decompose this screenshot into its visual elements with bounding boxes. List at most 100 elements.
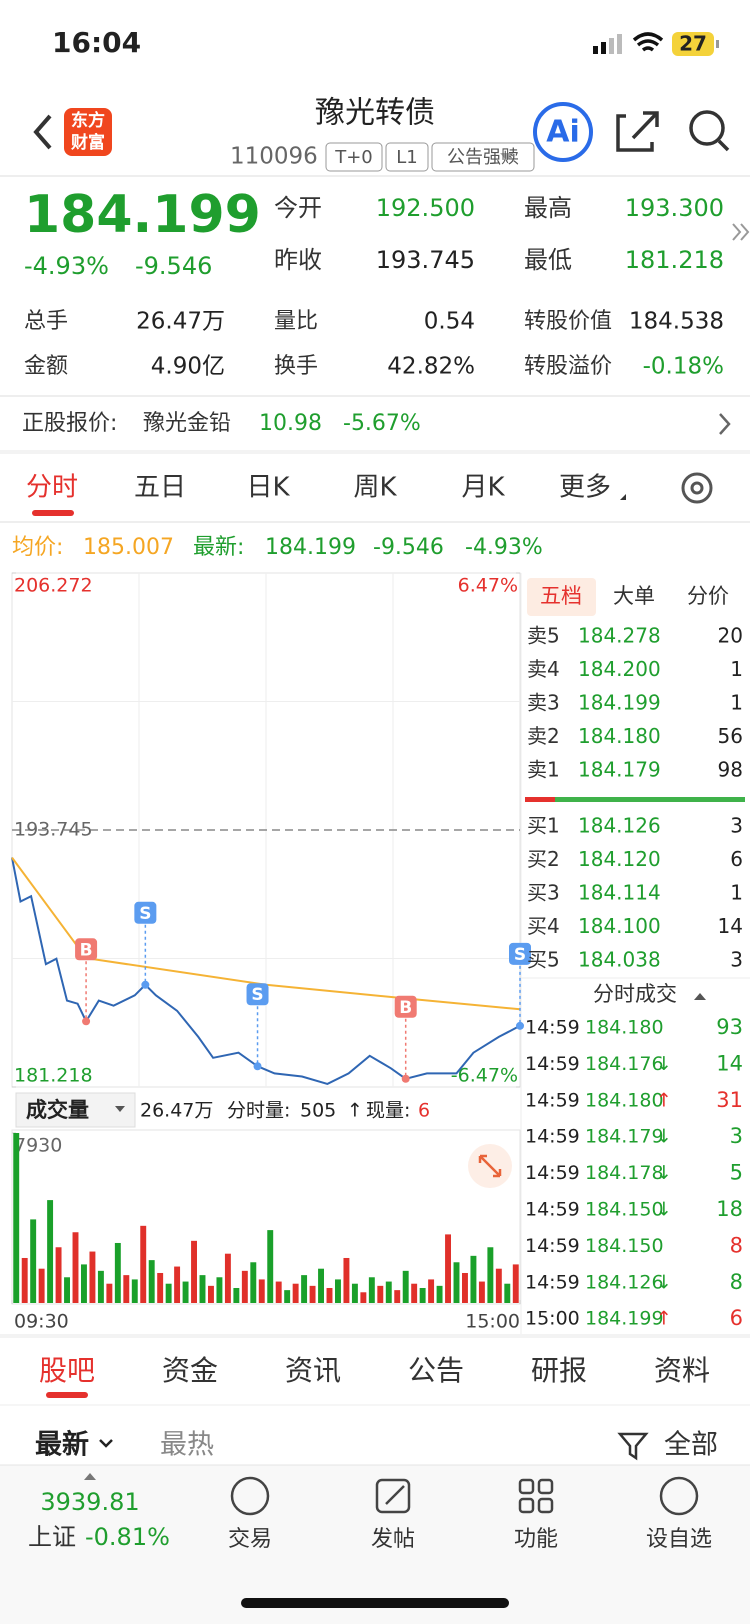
volume-bar bbox=[114, 1242, 121, 1303]
volume-bar bbox=[224, 1253, 231, 1303]
underlying-price: 10.98 bbox=[259, 411, 322, 436]
share-button[interactable] bbox=[616, 111, 659, 152]
x-tick-label: 09:30 bbox=[14, 1311, 69, 1333]
book-price: 184.278 bbox=[578, 624, 661, 648]
chart-tab[interactable]: 更多 bbox=[559, 473, 611, 503]
bottom-bar bbox=[0, 1465, 750, 1624]
trade-volume: 5 bbox=[730, 1161, 743, 1185]
latest-change-pct: -4.93% bbox=[465, 535, 543, 560]
ai-button[interactable] bbox=[533, 102, 593, 162]
volume-bar bbox=[131, 1279, 138, 1303]
filter-icon[interactable] bbox=[617, 1432, 649, 1461]
book-volume: 1 bbox=[730, 691, 743, 715]
volume-bar bbox=[351, 1283, 358, 1303]
book-volume: 6 bbox=[730, 847, 743, 871]
underlying-chevron[interactable] bbox=[719, 413, 731, 435]
stat-label: 量比 bbox=[274, 309, 318, 334]
book-label: 卖4 bbox=[527, 657, 560, 681]
bottom-item[interactable]: 发帖 bbox=[371, 1527, 415, 1552]
back-button[interactable] bbox=[33, 114, 52, 150]
volume-selector[interactable] bbox=[15, 1092, 136, 1128]
expand-quote[interactable] bbox=[732, 223, 750, 241]
book-price: 184.199 bbox=[578, 691, 661, 715]
ai-label[interactable]: Ai bbox=[546, 115, 580, 150]
status-icons bbox=[593, 32, 719, 56]
security-title: 豫光转债 bbox=[315, 96, 435, 131]
index-change: -0.81% bbox=[85, 1523, 170, 1551]
trade-arrow: ↑ bbox=[656, 1308, 672, 1330]
bottom-icons bbox=[230, 1476, 699, 1516]
volume-bar bbox=[478, 1281, 485, 1303]
expand-chart[interactable] bbox=[468, 1144, 512, 1188]
trade-time: 14:59 bbox=[525, 1271, 580, 1293]
trade-price: 184.150 bbox=[585, 1199, 664, 1221]
trade-price: 184.199 bbox=[585, 1308, 664, 1330]
settings-button[interactable] bbox=[681, 472, 713, 504]
chart-tab[interactable]: 月K bbox=[461, 473, 505, 503]
bottom-item[interactable]: 设自选 bbox=[646, 1527, 712, 1552]
filter-label[interactable]: 全部 bbox=[664, 1430, 718, 1461]
field-label: 最低 bbox=[524, 246, 572, 274]
section-tab[interactable]: 股吧 bbox=[39, 1354, 95, 1387]
trade-volume: 93 bbox=[716, 1015, 743, 1039]
chart-tab[interactable]: 日K bbox=[246, 473, 290, 503]
volume-bar bbox=[140, 1225, 147, 1303]
sort-arrow[interactable] bbox=[99, 1439, 113, 1448]
order-tab[interactable]: 大单 bbox=[613, 584, 655, 608]
trade-arrow: ↑ bbox=[656, 1089, 672, 1111]
book-volume: 1 bbox=[730, 657, 743, 681]
tab-underline bbox=[32, 510, 74, 516]
bottom-item[interactable]: 功能 bbox=[514, 1527, 558, 1552]
section-tab[interactable]: 研报 bbox=[531, 1354, 587, 1387]
volume-bar bbox=[250, 1262, 257, 1303]
order-tab[interactable]: 五档 bbox=[540, 584, 582, 608]
volume-bar bbox=[258, 1279, 265, 1303]
field-value: 192.500 bbox=[376, 194, 475, 222]
stat-label: 总手 bbox=[24, 309, 68, 334]
stat-value: 184.538 bbox=[629, 309, 724, 335]
section-tab[interactable]: 公告 bbox=[408, 1354, 464, 1387]
book-price: 184.100 bbox=[578, 914, 661, 938]
section-tab[interactable]: 资金 bbox=[162, 1354, 218, 1387]
chart-tab[interactable]: 周K bbox=[353, 473, 397, 503]
trade-arrow: ↓ bbox=[656, 1199, 672, 1221]
search-button[interactable] bbox=[689, 110, 730, 152]
volume-bar bbox=[318, 1268, 324, 1303]
index-value: 3939.81 bbox=[40, 1488, 139, 1516]
trades-title: 分时成交 bbox=[593, 982, 677, 1006]
volume-bar bbox=[487, 1247, 494, 1303]
sort-option[interactable]: 最热 bbox=[160, 1430, 214, 1461]
avg-value: 185.007 bbox=[83, 535, 174, 560]
volume-selector-label[interactable]: 成交量 bbox=[26, 1098, 89, 1122]
selector-arrow bbox=[115, 1106, 125, 1112]
section-tab[interactable]: 资料 bbox=[654, 1354, 710, 1387]
marker-badge bbox=[75, 938, 98, 961]
book-label: 买4 bbox=[527, 914, 560, 938]
divider bbox=[0, 1334, 750, 1338]
volume-panel bbox=[11, 1129, 521, 1305]
volume-bar bbox=[64, 1277, 70, 1303]
sort-option[interactable]: 最新 bbox=[35, 1429, 89, 1461]
field-value: 193.745 bbox=[376, 246, 475, 274]
section-tab[interactable]: 资讯 bbox=[285, 1354, 341, 1387]
order-tab[interactable]: 分价 bbox=[687, 584, 729, 608]
trade-time: 15:00 bbox=[525, 1308, 580, 1330]
chart-tab[interactable]: 分时 bbox=[26, 473, 78, 503]
marker-badge bbox=[246, 983, 269, 1006]
tag-dropdown[interactable] bbox=[500, 153, 514, 161]
book-volume: 98 bbox=[718, 758, 743, 782]
book-volume: 20 bbox=[718, 624, 743, 648]
trades-toggle[interactable] bbox=[694, 993, 706, 1000]
trade-volume: 3 bbox=[730, 1124, 743, 1148]
ask-ratio bbox=[525, 797, 555, 802]
volume-bar bbox=[157, 1272, 164, 1303]
bottom-item[interactable]: 交易 bbox=[228, 1527, 272, 1552]
field-value: 181.218 bbox=[625, 246, 724, 274]
book-label: 卖2 bbox=[527, 724, 560, 748]
index-arrow bbox=[84, 1473, 96, 1480]
chart-tab[interactable]: 五日 bbox=[134, 473, 186, 503]
volume-bar bbox=[284, 1290, 291, 1303]
volume-bar bbox=[504, 1283, 511, 1303]
trade-volume: 18 bbox=[716, 1197, 743, 1221]
